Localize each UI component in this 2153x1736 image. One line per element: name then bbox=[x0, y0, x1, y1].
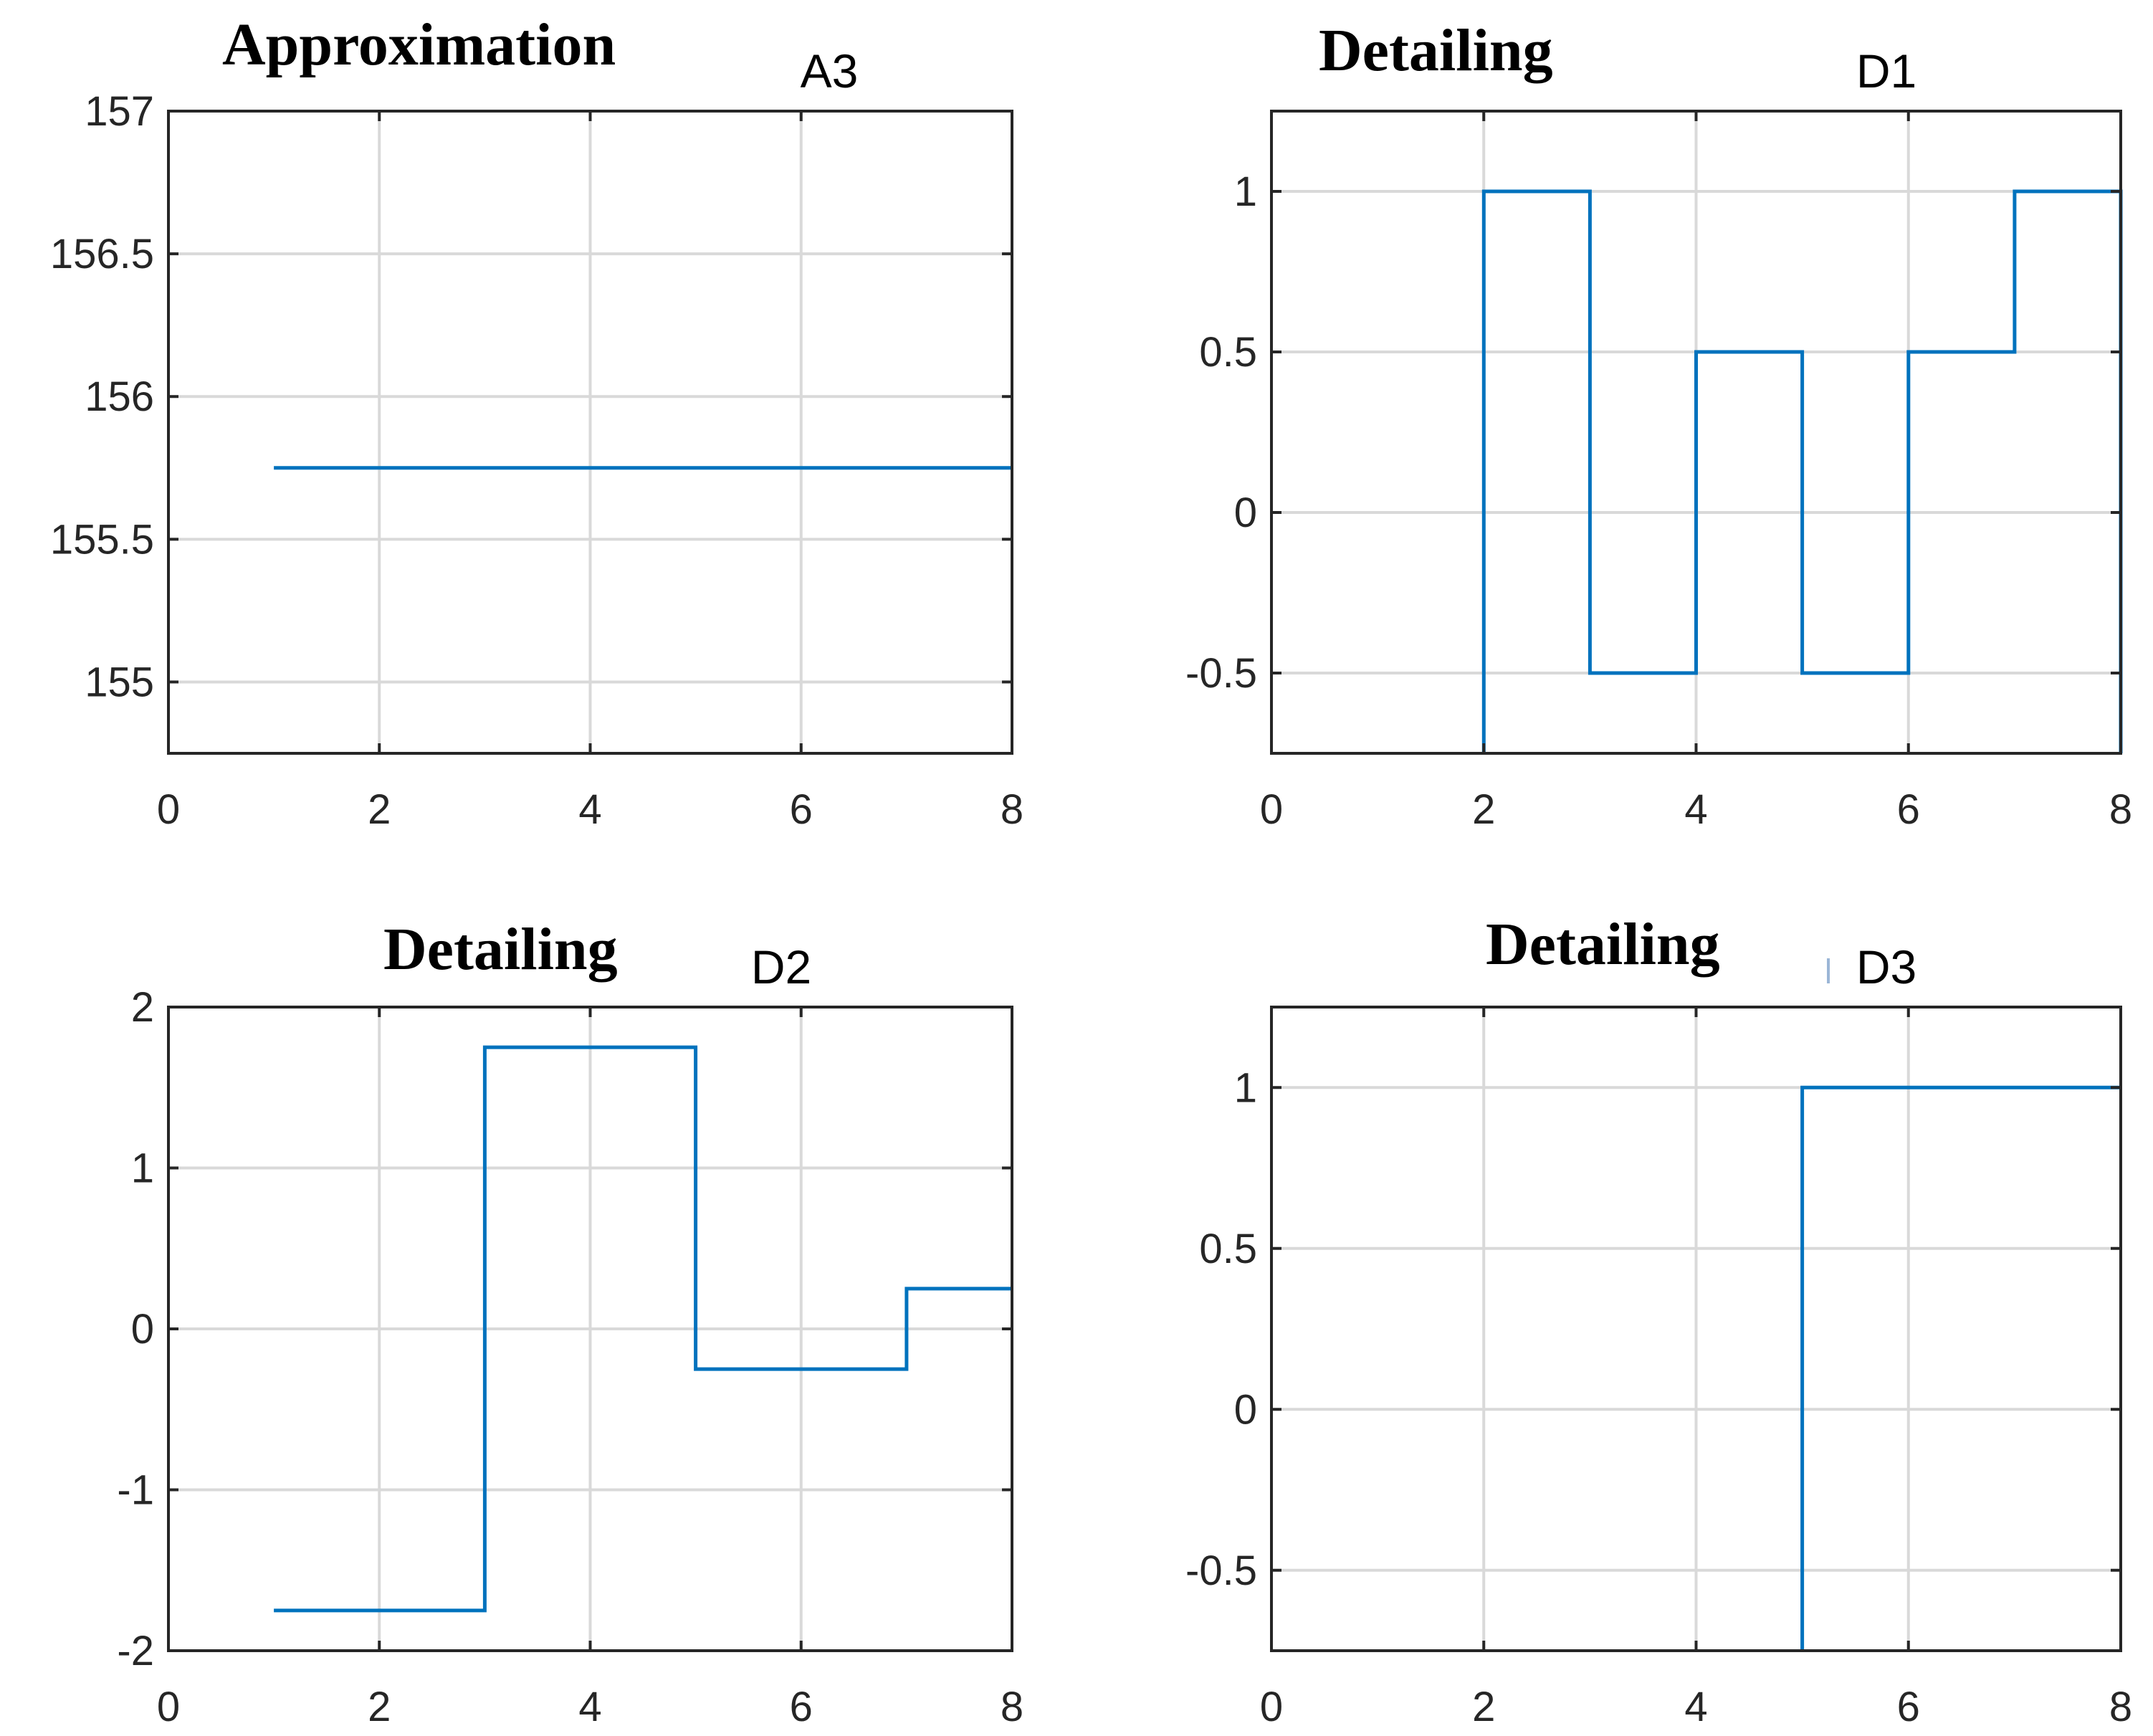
x-tick-label: 0 bbox=[157, 1684, 180, 1730]
x-tick-label: 8 bbox=[2109, 1684, 2132, 1730]
y-tick-label: 0.5 bbox=[1199, 1226, 1257, 1272]
x-tick-label: 6 bbox=[1897, 1684, 1920, 1730]
y-tick-label: 2 bbox=[131, 984, 154, 1031]
panel-d3: Detailing D3 0 2 4 6 8 -0.5 0 0.5 1 bbox=[1185, 911, 2132, 1730]
d3-grid bbox=[1271, 1007, 2121, 1651]
d1-series bbox=[1481, 189, 2123, 753]
a3-grid bbox=[168, 111, 1012, 753]
d2-tick-labels: 0 2 4 6 8 -2 -1 0 1 2 bbox=[117, 984, 1023, 1730]
x-tick-label: 0 bbox=[1260, 1684, 1283, 1730]
x-tick-label: 2 bbox=[1472, 786, 1495, 833]
x-tick-label: 4 bbox=[578, 1684, 601, 1730]
y-tick-label: 0 bbox=[1234, 1386, 1257, 1433]
x-tick-label: 0 bbox=[1260, 786, 1283, 833]
y-tick-label: -0.5 bbox=[1185, 650, 1257, 697]
y-tick-label: 155.5 bbox=[50, 516, 154, 563]
y-tick-label: 1 bbox=[131, 1145, 154, 1192]
d3-heading: Detailing bbox=[1486, 911, 1720, 978]
series-line-d3 bbox=[1800, 1085, 2121, 1651]
d2-title: D2 bbox=[751, 940, 811, 993]
d1-title: D1 bbox=[1856, 44, 1916, 97]
series-line-d1 bbox=[1481, 189, 2123, 753]
axes-box bbox=[1270, 110, 2122, 755]
y-tick-label: 0 bbox=[1234, 490, 1257, 536]
axes-box bbox=[167, 1006, 1013, 1652]
panel-d1: Detailing D1 0 2 4 6 8 -0.5 0 0.5 1 bbox=[1185, 17, 2132, 833]
d3-series bbox=[1800, 1085, 2121, 1651]
a3-heading: Approximation bbox=[222, 11, 616, 78]
x-tick-label: 2 bbox=[368, 786, 391, 833]
y-tick-label: 156 bbox=[85, 373, 154, 420]
a3-title: A3 bbox=[801, 44, 859, 97]
y-tick-label: 156.5 bbox=[50, 231, 154, 277]
y-tick-label: -2 bbox=[117, 1628, 154, 1674]
axes-box bbox=[1270, 1006, 2122, 1652]
d3-tick-labels: 0 2 4 6 8 -0.5 0 0.5 1 bbox=[1185, 1064, 2132, 1730]
y-tick-label: 155 bbox=[85, 659, 154, 705]
y-tick-label: 0.5 bbox=[1199, 329, 1257, 376]
x-tick-label: 8 bbox=[2109, 786, 2132, 833]
panel-d2: Detailing D2 0 2 4 6 8 -2 -1 0 1 2 bbox=[117, 916, 1023, 1730]
a3-tick-labels: 0 2 4 6 8 155 155.5 156 156.5 157 bbox=[50, 88, 1023, 833]
d2-series bbox=[274, 1045, 1012, 1613]
a3-axes bbox=[167, 110, 1013, 755]
x-tick-label: 6 bbox=[790, 1684, 813, 1730]
x-tick-label: 4 bbox=[578, 786, 601, 833]
x-tick-label: 4 bbox=[1684, 786, 1707, 833]
x-tick-label: 6 bbox=[790, 786, 813, 833]
d1-tick-labels: 0 2 4 6 8 -0.5 0 0.5 1 bbox=[1185, 168, 2132, 833]
series-line-d2 bbox=[274, 1045, 1012, 1613]
d2-heading: Detailing bbox=[383, 916, 618, 983]
x-tick-label: 6 bbox=[1897, 786, 1920, 833]
x-tick-label: 2 bbox=[368, 1684, 391, 1730]
axes-box bbox=[167, 110, 1013, 755]
x-tick-label: 4 bbox=[1684, 1684, 1707, 1730]
x-tick-label: 8 bbox=[1001, 786, 1023, 833]
d3-axes bbox=[1270, 1006, 2122, 1652]
y-tick-label: -1 bbox=[117, 1467, 154, 1514]
y-tick-label: 0 bbox=[131, 1306, 154, 1353]
y-tick-label: 1 bbox=[1234, 168, 1257, 215]
panel-a3: Approximation A3 0 2 4 6 8 155 155.5 156 156.5 15… bbox=[50, 11, 1023, 833]
x-tick-label: 0 bbox=[157, 786, 180, 833]
d1-heading: Detailing bbox=[1319, 17, 1553, 84]
d2-grid bbox=[168, 1007, 1012, 1651]
x-tick-label: 2 bbox=[1472, 1684, 1495, 1730]
y-tick-label: -0.5 bbox=[1185, 1547, 1257, 1594]
x-tick-label: 8 bbox=[1001, 1684, 1023, 1730]
y-tick-label: 1 bbox=[1234, 1064, 1257, 1111]
d3-title: D3 bbox=[1856, 940, 1916, 993]
d1-axes bbox=[1270, 110, 2122, 755]
y-tick-label: 157 bbox=[85, 88, 154, 135]
d2-axes bbox=[167, 1006, 1013, 1652]
